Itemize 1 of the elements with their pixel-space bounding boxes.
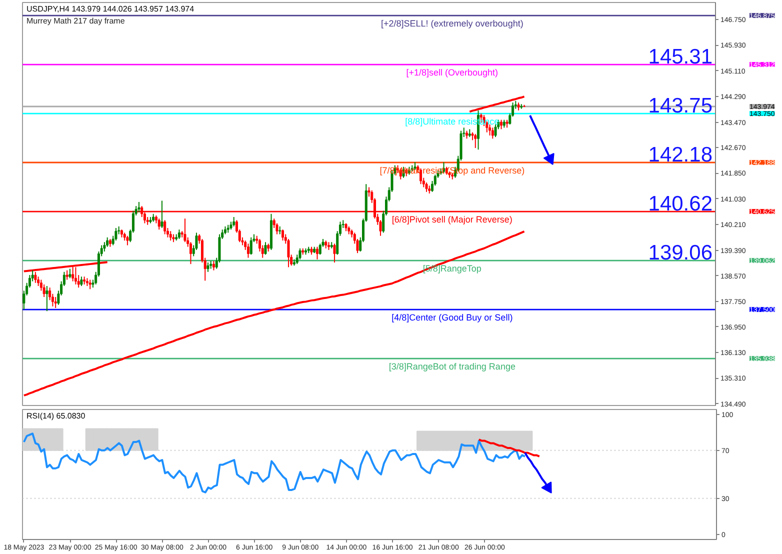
chart-title: RSI(14) 65.0830	[26, 412, 86, 420]
